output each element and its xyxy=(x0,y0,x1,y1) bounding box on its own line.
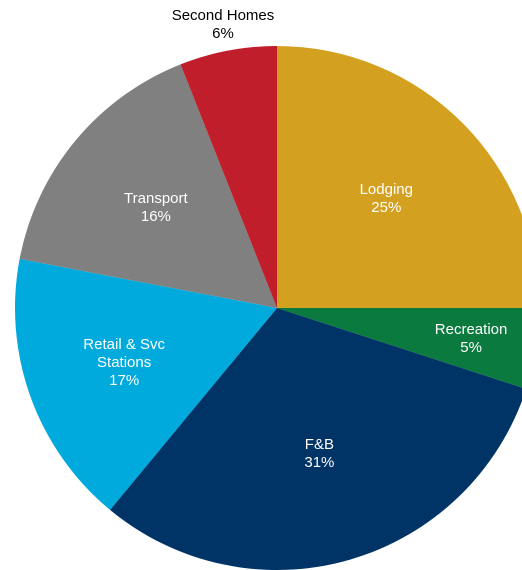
pie-slice xyxy=(19,64,277,308)
slice-value: 5% xyxy=(460,338,482,356)
slice-value: 31% xyxy=(304,453,335,471)
slice-value: 17% xyxy=(109,372,140,390)
slice-name: F&B xyxy=(304,435,334,453)
slice-label: Retail & Svc Stations 17% xyxy=(64,336,184,390)
slice-name: Retail & Svc Stations xyxy=(83,336,165,372)
pie-slice xyxy=(180,46,277,308)
slice-label: Transport 16% xyxy=(96,190,216,226)
pie-slice xyxy=(277,46,522,308)
slice-name: Second Homes xyxy=(171,6,275,24)
slice-name: Lodging xyxy=(359,180,413,198)
slice-value: 25% xyxy=(371,198,402,216)
slice-value: 16% xyxy=(140,207,171,225)
slice-label: Lodging 25% xyxy=(326,181,446,217)
pie-slice xyxy=(277,308,522,388)
slice-name: Recreation xyxy=(434,320,508,338)
slice-label: F&B 31% xyxy=(259,436,379,472)
slice-value: 6% xyxy=(212,24,234,42)
pie-slice xyxy=(14,258,277,510)
slice-label: Second Homes 6% xyxy=(163,7,283,43)
slice-name: Transport xyxy=(124,189,188,207)
pie-slice xyxy=(109,308,522,570)
slice-label: Recreation 5% xyxy=(411,321,522,357)
